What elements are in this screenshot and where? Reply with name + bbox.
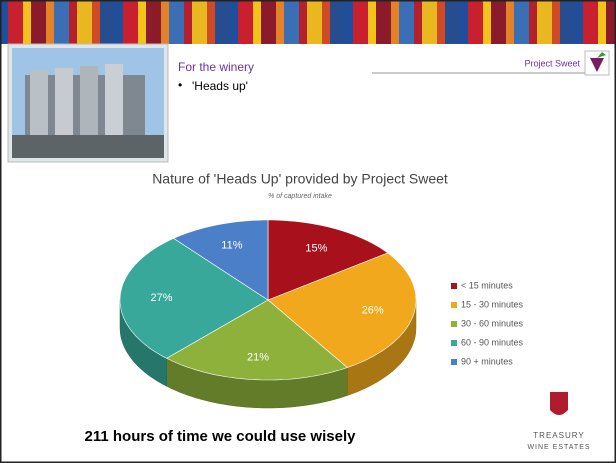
stripe <box>322 0 330 44</box>
chart-title: Nature of 'Heads Up' provided by Project… <box>152 171 448 187</box>
logo-crest <box>550 392 568 415</box>
legend-label: 60 - 90 minutes <box>461 337 524 347</box>
logo-line1: TREASURY <box>533 431 584 440</box>
photo-tank <box>55 68 73 135</box>
stripe <box>583 0 598 44</box>
stripe <box>422 0 437 44</box>
data-label: 26% <box>362 305 384 317</box>
stripe <box>445 0 460 44</box>
stripe <box>115 0 123 44</box>
pie: 15% 26% 21% 27% 11% <box>120 220 416 408</box>
photo-tank <box>80 66 98 135</box>
legend-swatch <box>451 302 457 308</box>
stripe <box>69 0 77 44</box>
stripe <box>353 0 368 44</box>
stripe <box>100 0 115 44</box>
stripe <box>284 0 299 44</box>
stripe <box>529 0 537 44</box>
bullet-text: 'Heads up' <box>192 79 248 93</box>
stripe <box>491 0 506 44</box>
stripe <box>483 0 491 44</box>
stripe <box>437 0 445 44</box>
stripe <box>169 0 184 44</box>
legend-swatch <box>451 340 457 346</box>
stripe <box>230 0 238 44</box>
stripe <box>184 0 192 44</box>
stripe <box>299 0 307 44</box>
data-label: 27% <box>150 292 172 304</box>
stripe <box>414 0 422 44</box>
stripe <box>391 0 399 44</box>
stripe <box>560 0 575 44</box>
legend-label: < 15 minutes <box>461 280 513 290</box>
stripe <box>92 0 100 44</box>
stripe <box>146 0 161 44</box>
stripe <box>468 0 483 44</box>
legend-label: 90 + minutes <box>461 356 513 366</box>
legend-swatch <box>451 359 457 365</box>
header-stripes <box>0 0 616 44</box>
logo-line2: WINE ESTATES <box>527 444 590 451</box>
data-label: 11% <box>221 240 242 252</box>
stripe <box>460 0 468 44</box>
stripe <box>161 0 169 44</box>
stripe <box>207 0 215 44</box>
stripe <box>276 0 284 44</box>
stripe <box>123 0 138 44</box>
footer-text: 211 hours of time we could use wisely <box>85 428 357 445</box>
stripe <box>376 0 391 44</box>
stripe <box>506 0 514 44</box>
slide: For the winery • 'Heads up' Project Swee… <box>0 0 616 463</box>
legend-swatch <box>451 283 457 289</box>
photo-ground <box>12 135 164 158</box>
stripe <box>330 0 345 44</box>
stripe <box>399 0 414 44</box>
stripe <box>598 0 606 44</box>
stripe <box>253 0 261 44</box>
stripe <box>46 0 54 44</box>
stripe <box>8 0 23 44</box>
stripe <box>368 0 376 44</box>
legend-swatch <box>451 321 457 327</box>
stripe <box>537 0 552 44</box>
badge-text: Project Sweet <box>524 58 580 68</box>
stripe <box>31 0 46 44</box>
legend-label: 15 - 30 minutes <box>461 299 524 309</box>
stripe <box>552 0 560 44</box>
stripe <box>192 0 207 44</box>
header-photo <box>8 44 168 162</box>
stripe <box>138 0 146 44</box>
stripe <box>238 0 253 44</box>
stripe <box>307 0 322 44</box>
stripe <box>514 0 529 44</box>
chart-subtitle: % of captured intake <box>268 193 332 200</box>
data-label: 15% <box>305 243 327 255</box>
stripe <box>77 0 92 44</box>
stripe <box>215 0 230 44</box>
header-title: For the winery <box>178 60 254 74</box>
bullet-dot: • <box>178 78 182 92</box>
stripe <box>261 0 276 44</box>
stripe <box>345 0 353 44</box>
badge-icon <box>585 51 609 75</box>
data-label: 21% <box>247 351 269 363</box>
stripe <box>23 0 31 44</box>
photo-tank <box>105 64 123 135</box>
photo-tank <box>30 70 48 135</box>
stripe <box>54 0 69 44</box>
legend-label: 30 - 60 minutes <box>461 318 524 328</box>
stripe <box>575 0 583 44</box>
